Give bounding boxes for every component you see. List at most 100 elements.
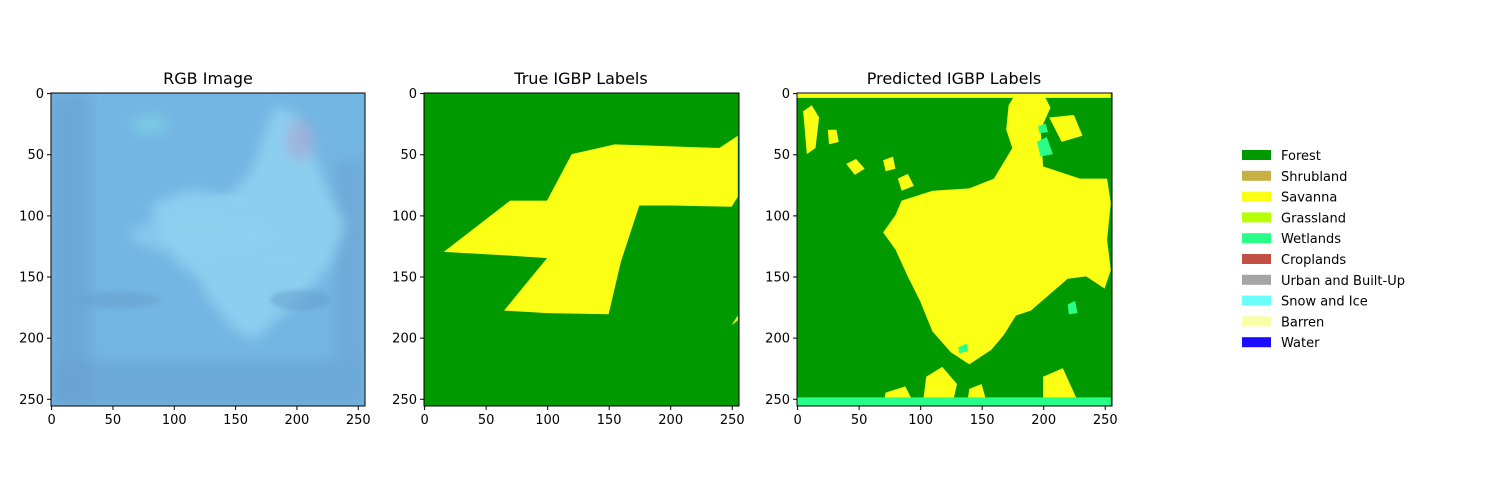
axes-frame <box>423 92 740 407</box>
legend-swatch <box>1242 254 1271 264</box>
class-region-savanna <box>731 315 738 326</box>
y-tick-label: 250 <box>765 393 790 408</box>
legend-label: Wetlands <box>1281 232 1341 247</box>
class-region-savanna <box>1049 115 1083 142</box>
class-region-wetlands <box>958 343 968 354</box>
legend-swatch <box>1242 191 1271 202</box>
x-tick-label: 250 <box>1093 413 1118 428</box>
axes-frame <box>50 92 366 407</box>
legend-label: Grassland <box>1281 211 1346 226</box>
legend-item: Barren <box>1242 315 1324 330</box>
legend-swatch <box>1242 212 1271 223</box>
y-tick-label: 50 <box>27 148 44 163</box>
y-tick-label: 100 <box>392 209 417 224</box>
legend-item: Wetlands <box>1242 232 1341 247</box>
y-tick-label: 0 <box>782 87 790 102</box>
x-tick-label: 100 <box>908 413 933 428</box>
panel-predicted-labels: Predicted IGBP Labels 0 50 100 150 200 250050… <box>765 69 1117 428</box>
rgb-violet-patch <box>286 120 314 160</box>
legend-item: Savanna <box>1242 191 1337 206</box>
rgb-image <box>51 93 365 406</box>
class-region-wetlands <box>797 397 1111 406</box>
legend-label: Water <box>1281 336 1320 351</box>
x-tick-label: 150 <box>223 413 248 428</box>
class-region-wetlands <box>1036 137 1053 157</box>
x-tick-label: 200 <box>1031 413 1056 428</box>
axes-frame <box>796 92 1113 407</box>
legend-swatch <box>1242 150 1271 160</box>
class-region-savanna <box>443 135 738 315</box>
predicted-label-map <box>797 93 1112 406</box>
class-region-savanna <box>846 159 865 175</box>
rgb-cyan-patch <box>132 117 168 133</box>
panel-title-rgb: RGB Image <box>163 69 253 88</box>
y-tick-label: 200 <box>392 332 417 347</box>
legend-label: Urban and Built-Up <box>1281 274 1405 289</box>
rgb-texture <box>205 194 255 206</box>
rgb-dark-band-bottom <box>51 360 365 406</box>
legend-label: Savanna <box>1281 191 1337 206</box>
x-tick-label: 150 <box>597 413 622 428</box>
x-tick-label: 0 <box>793 413 801 428</box>
x-tick-label: 200 <box>285 413 310 428</box>
y-tick-label: 250 <box>392 393 417 408</box>
x-tick-label: 50 <box>105 413 122 428</box>
x-tick-label: 150 <box>970 413 995 428</box>
class-region-savanna <box>827 129 839 145</box>
legend-swatch <box>1242 274 1271 285</box>
x-tick-label: 50 <box>851 413 868 428</box>
y-tick-label: 0 <box>409 87 417 102</box>
legend-label: Croplands <box>1281 253 1346 268</box>
rgb-dark-band-right <box>335 160 365 360</box>
legend-swatch <box>1242 316 1271 327</box>
x-tick-label: 250 <box>720 413 745 428</box>
y-tick-label: 50 <box>773 148 790 163</box>
y-tick-label: 150 <box>19 271 44 286</box>
y-tick-label: 150 <box>765 271 790 286</box>
panel-title-true: True IGBP Labels <box>513 69 647 88</box>
legend-swatch <box>1242 337 1271 348</box>
legend-item: Forest <box>1242 149 1321 164</box>
legend-label: Barren <box>1281 315 1324 330</box>
x-tick-label: 0 <box>420 413 428 428</box>
class-region-savanna <box>883 156 896 172</box>
x-tick-label: 100 <box>162 413 187 428</box>
x-tick-label: 50 <box>478 413 495 428</box>
legend-item: Urban and Built-Up <box>1242 274 1405 289</box>
y-tick-label: 200 <box>19 332 44 347</box>
legend-item: Shrubland <box>1242 170 1347 185</box>
panel-true-labels: True IGBP Labels 0 50 100 150 200 25005010015… <box>392 69 744 428</box>
class-region-wetlands <box>1067 300 1078 315</box>
rgb-light-streak <box>130 217 270 253</box>
panel-title-predicted: Predicted IGBP Labels <box>867 69 1042 88</box>
legend-swatch <box>1242 233 1271 244</box>
legend-label: Snow and Ice <box>1281 295 1368 310</box>
y-tick-label: 250 <box>19 393 44 408</box>
legend-label: Forest <box>1281 149 1321 164</box>
y-tick-label: 0 <box>36 87 44 102</box>
rgb-texture <box>262 255 298 265</box>
legend-item: Croplands <box>1242 253 1346 268</box>
class-region-savanna <box>797 93 1111 98</box>
legend-swatch <box>1242 295 1271 306</box>
legend-item: Snow and Ice <box>1242 295 1368 310</box>
rgb-texture <box>80 292 160 308</box>
y-tick-label: 100 <box>19 209 44 224</box>
legend-swatch <box>1242 170 1271 181</box>
class-region-savanna <box>803 105 820 155</box>
y-tick-label: 50 <box>400 148 417 163</box>
x-tick-label: 0 <box>47 413 55 428</box>
true-label-map <box>424 93 739 406</box>
x-tick-label: 100 <box>535 413 560 428</box>
legend: Forest Shrubland Savanna Grassland Wetlands C… <box>1242 149 1405 351</box>
x-tick-label: 200 <box>658 413 683 428</box>
legend-item: Water <box>1242 336 1320 351</box>
rgb-texture <box>270 290 330 310</box>
class-region-savanna <box>1043 368 1080 406</box>
legend-label: Shrubland <box>1281 170 1347 185</box>
class-region-savanna <box>897 173 914 191</box>
